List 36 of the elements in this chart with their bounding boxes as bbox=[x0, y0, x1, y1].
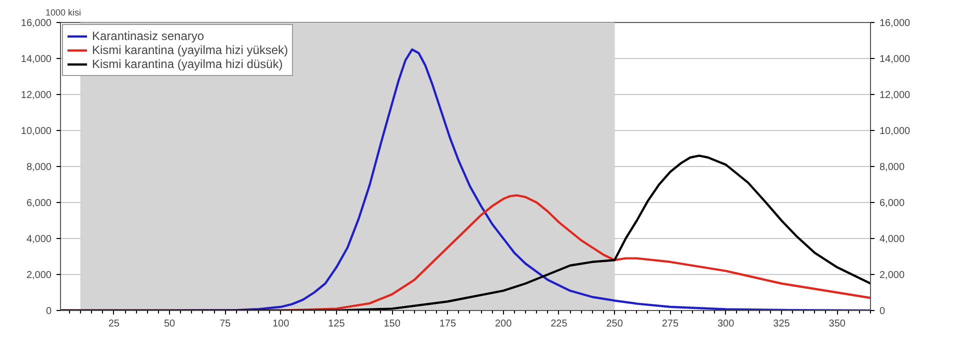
legend-label: Kismi karantina (yayilma hizi yüksek) bbox=[92, 43, 288, 57]
y2-tick-label: 4,000 bbox=[880, 234, 905, 245]
x-tick-label: 275 bbox=[662, 318, 680, 330]
x-tick-label: 250 bbox=[606, 318, 624, 330]
x-tick-label: 225 bbox=[550, 318, 568, 330]
y-tick-label: 0 bbox=[46, 306, 52, 317]
y-tick-label: 2,000 bbox=[26, 270, 52, 281]
y-tick-label: 8,000 bbox=[26, 162, 52, 173]
y2-tick-label: 8,000 bbox=[880, 162, 905, 173]
x-tick-label: 150 bbox=[384, 318, 401, 330]
x-tick-label: 300 bbox=[718, 318, 735, 330]
x-tick-label: 75 bbox=[220, 318, 232, 330]
y-axis-title: 1000 kisi bbox=[46, 8, 82, 18]
y2-tick-label: 0 bbox=[880, 306, 886, 317]
x-tick-label: 25 bbox=[108, 318, 120, 330]
y2-tick-label: 16,000 bbox=[880, 18, 911, 29]
x-tick-label: 175 bbox=[439, 318, 456, 330]
y-tick-label: 6,000 bbox=[26, 198, 52, 209]
y2-tick-label: 14,000 bbox=[880, 54, 911, 65]
x-tick-label: 325 bbox=[773, 318, 790, 330]
x-tick-label: 100 bbox=[272, 318, 290, 330]
legend-label: Karantinasiz senaryo bbox=[92, 29, 204, 43]
y2-tick-label: 2,000 bbox=[880, 270, 905, 281]
y-tick-label: 14,000 bbox=[20, 54, 52, 65]
y2-tick-label: 6,000 bbox=[880, 198, 905, 209]
y2-tick-label: 10,000 bbox=[880, 126, 911, 137]
y-tick-label: 4,000 bbox=[26, 234, 52, 245]
y-tick-label: 16,000 bbox=[20, 18, 52, 29]
x-tick-label: 125 bbox=[328, 318, 346, 330]
x-tick-label: 350 bbox=[828, 318, 846, 330]
y-tick-label: 10,000 bbox=[20, 126, 52, 137]
legend-label: Kismi karantina (yayilma hizi düsük) bbox=[92, 57, 283, 71]
x-tick-label: 50 bbox=[164, 318, 176, 330]
y-tick-label: 12,000 bbox=[20, 90, 52, 101]
y2-tick-label: 12,000 bbox=[880, 90, 911, 101]
x-tick-label: 200 bbox=[494, 318, 512, 330]
